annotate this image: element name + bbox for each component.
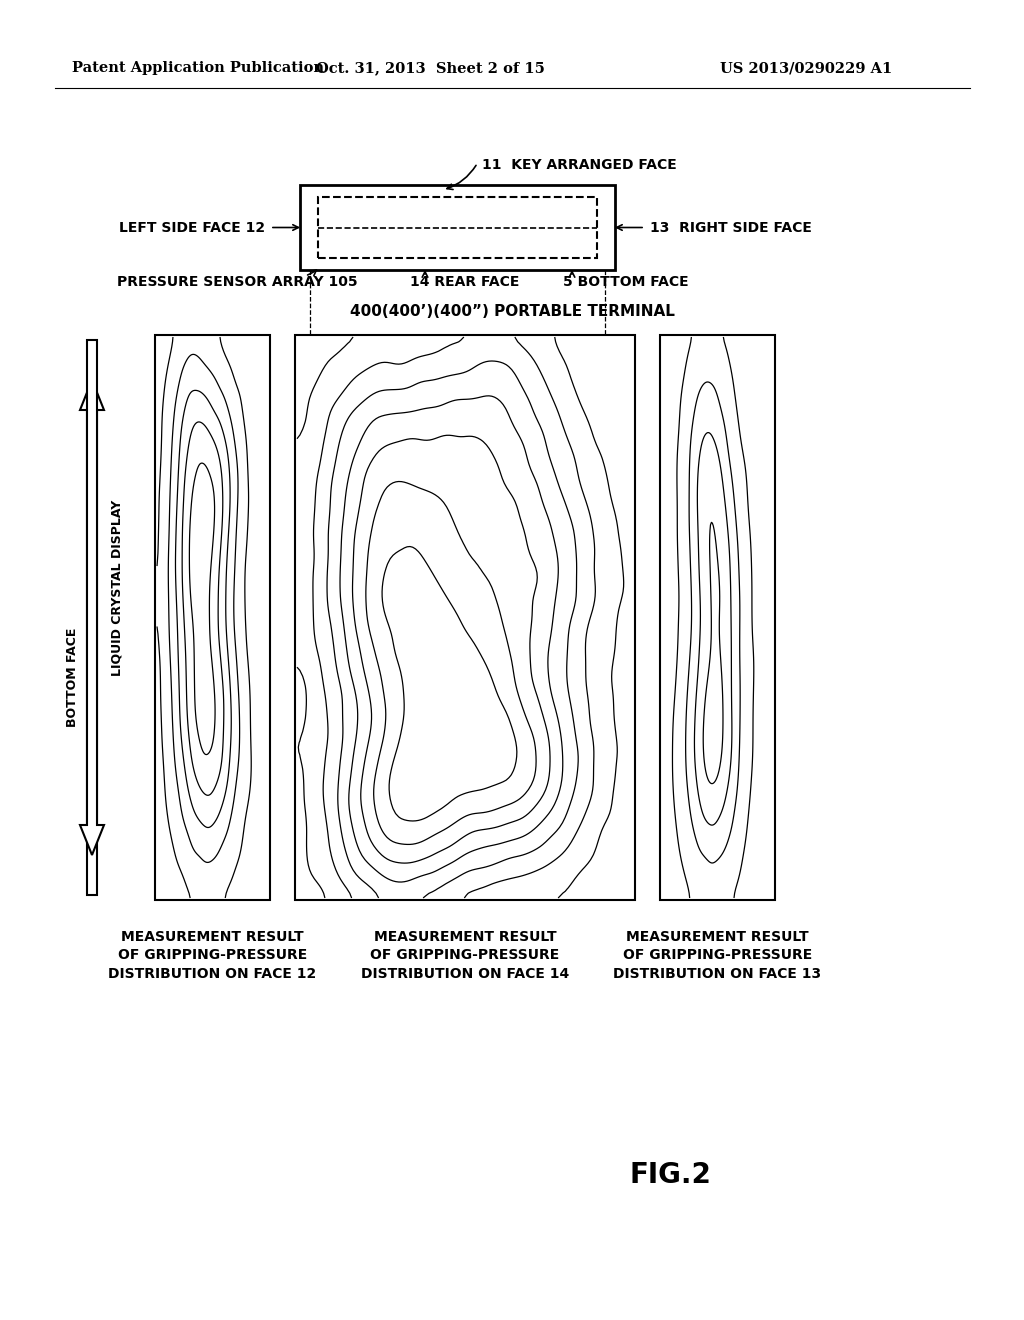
Bar [660, 335, 775, 900]
Point [0, 1309, 8, 1320]
Bar [295, 335, 635, 900]
Text: 11  KEY ARRANGED FACE: 11 KEY ARRANGED FACE [482, 158, 677, 172]
Text: MEASUREMENT RESULT
OF GRIPPING-PRESSURE
DISTRIBUTION ON FACE 13: MEASUREMENT RESULT OF GRIPPING-PRESSURE … [613, 931, 821, 981]
Text: BOTTOM FACE: BOTTOM FACE [66, 628, 79, 727]
Point [0, 1309, 8, 1320]
Text: Patent Application Publication: Patent Application Publication [72, 61, 324, 75]
Text: PRESSURE SENSOR ARRAY 105: PRESSURE SENSOR ARRAY 105 [117, 275, 357, 289]
Bar [300, 185, 615, 271]
Point [0, 1309, 8, 1320]
Text: US 2013/0290229 A1: US 2013/0290229 A1 [720, 61, 892, 75]
Text: 13  RIGHT SIDE FACE: 13 RIGHT SIDE FACE [650, 220, 812, 235]
Point [0, 1309, 8, 1320]
Point [0, 1309, 8, 1320]
Point [0, 1309, 8, 1320]
Point [0, 1309, 8, 1320]
Text: LIQUID CRYSTAL DISPLAY: LIQUID CRYSTAL DISPLAY [111, 499, 124, 676]
Text: 400(400’)(400”) PORTABLE TERMINAL: 400(400’)(400”) PORTABLE TERMINAL [349, 305, 675, 319]
Text: 5 BOTTOM FACE: 5 BOTTOM FACE [563, 275, 688, 289]
Text: LEFT SIDE FACE 12: LEFT SIDE FACE 12 [119, 220, 265, 235]
Point [0, 1309, 8, 1320]
Point [0, 1309, 8, 1320]
FancyArrow shape [80, 341, 104, 855]
Point [0, 1309, 8, 1320]
Text: 14 REAR FACE: 14 REAR FACE [410, 275, 519, 289]
Text: MEASUREMENT RESULT
OF GRIPPING-PRESSURE
DISTRIBUTION ON FACE 12: MEASUREMENT RESULT OF GRIPPING-PRESSURE … [109, 931, 316, 981]
Bar [155, 335, 270, 900]
Point [0, 1309, 8, 1320]
Point [0, 1309, 8, 1320]
Point [0, 1309, 8, 1320]
Point [0, 1309, 8, 1320]
Bar [318, 197, 597, 257]
FancyArrow shape [80, 380, 104, 895]
Text: MEASUREMENT RESULT
OF GRIPPING-PRESSURE
DISTRIBUTION ON FACE 14: MEASUREMENT RESULT OF GRIPPING-PRESSURE … [360, 931, 569, 981]
Text: Oct. 31, 2013  Sheet 2 of 15: Oct. 31, 2013 Sheet 2 of 15 [315, 61, 545, 75]
Point [0, 1309, 8, 1320]
Point [0, 1309, 8, 1320]
Text: FIG.2: FIG.2 [630, 1162, 712, 1189]
